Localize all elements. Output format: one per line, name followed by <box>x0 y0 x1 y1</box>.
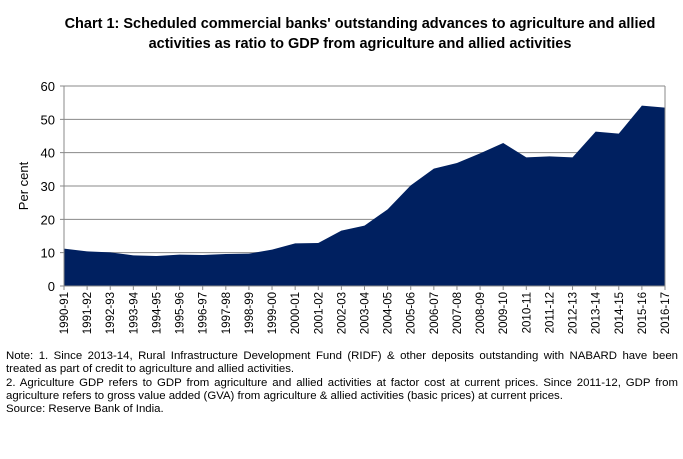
x-tick-label: 1997-98 <box>221 292 233 334</box>
y-tick-label: 30 <box>41 179 55 194</box>
x-tick-label: 2008-09 <box>475 292 487 334</box>
y-tick-label: 50 <box>41 112 55 127</box>
x-tick-label: 2001-02 <box>313 292 325 334</box>
area-chart: 0 10 20 30 40 50 60 1990-91 1991-92 1992-93 1993-9… <box>16 79 672 334</box>
x-tick-label: 1996-97 <box>198 292 210 334</box>
x-tick-label: 2009-10 <box>498 292 510 334</box>
x-tick-label: 2012-13 <box>568 292 580 334</box>
x-tick-label: 2003-04 <box>360 291 372 334</box>
x-tick-label: 2002-03 <box>336 292 348 334</box>
chart-notes: Note: 1. Since 2013-14, Rural Infrastruc… <box>6 350 678 416</box>
area-series <box>64 105 665 287</box>
chart-title: Chart 1: Scheduled commercial banks' out… <box>64 16 656 52</box>
x-tick-label: 1999-00 <box>267 292 279 334</box>
y-tick-label: 40 <box>41 146 55 161</box>
x-tick-label: 1994-95 <box>151 292 163 334</box>
x-tick-label: 2005-06 <box>406 292 418 334</box>
x-tick-label: 1990-91 <box>59 292 71 334</box>
x-tick-label: 2011-12 <box>544 292 556 333</box>
x-tick-label: 2000-01 <box>290 292 302 334</box>
y-tick-label: 20 <box>41 212 55 227</box>
x-tick-label: 2007-08 <box>452 292 464 334</box>
x-tick-label: 2004-05 <box>383 292 395 334</box>
note-2: 2. Agriculture GDP refers to GDP from ag… <box>6 376 678 402</box>
x-tick-label: 1991-92 <box>82 292 94 334</box>
x-tick-label: 2010-11 <box>521 292 533 333</box>
source: Source: Reserve Bank of India. <box>6 403 164 416</box>
x-tick-label: 1993-94 <box>128 291 140 334</box>
x-tick-label: 1998-99 <box>244 292 256 334</box>
y-tick-label: 0 <box>48 279 55 294</box>
x-tick-label: 2015-16 <box>637 292 649 334</box>
x-tick-label: 2013-14 <box>591 291 603 334</box>
note-1: Note: 1. Since 2013-14, Rural Infrastruc… <box>6 350 678 376</box>
x-tick-label: 2016-17 <box>660 292 672 334</box>
y-tick-label: 10 <box>41 246 55 261</box>
x-tick-label: 2014-15 <box>614 292 626 334</box>
x-tick-label: 1995-96 <box>175 292 187 334</box>
y-tick-label: 60 <box>41 79 55 94</box>
x-tick-label: 2006-07 <box>429 292 441 334</box>
x-tick-label: 1992-93 <box>105 292 117 334</box>
y-axis-label: Per cent <box>16 161 31 210</box>
